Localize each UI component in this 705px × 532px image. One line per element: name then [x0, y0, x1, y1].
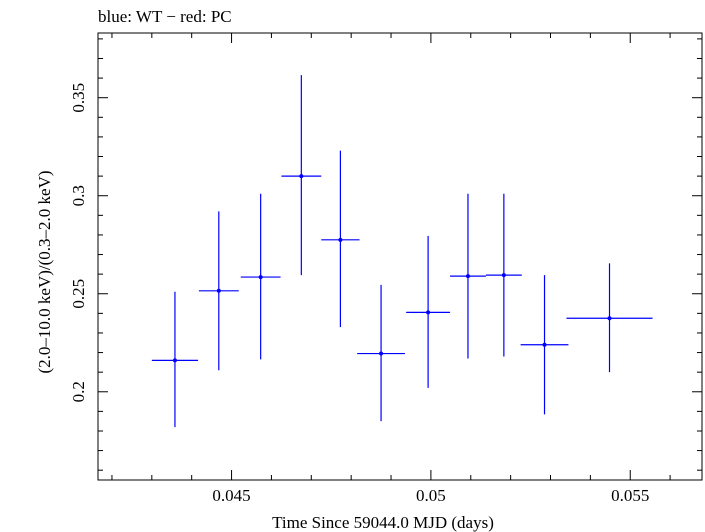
data-point: [485, 193, 522, 357]
y-tick-label: 0.3: [69, 185, 88, 206]
x-tick-label: 0.045: [212, 486, 250, 505]
point-marker: [542, 342, 547, 347]
x-tick-label: 0.055: [611, 486, 649, 505]
x-axis-label: Time Since 59044.0 MJD (days): [272, 513, 494, 532]
y-axis-label: (2.0–10.0 keV)/(0.3–2.0 keV): [35, 170, 54, 373]
data-point: [406, 235, 451, 388]
data-point: [520, 275, 569, 415]
point-marker: [216, 288, 221, 293]
plot-frame: [97, 32, 703, 481]
point-marker: [338, 237, 343, 242]
y-tick-label: 0.2: [69, 381, 88, 402]
data-point: [321, 150, 360, 328]
data-point: [151, 291, 199, 428]
chart-title: blue: WT − red: PC: [98, 7, 232, 26]
point-marker: [258, 275, 263, 280]
axis-tick-labels: 0.045 0.05 0.055 0.2 0.25 0.3 0.35: [69, 83, 649, 505]
point-marker: [172, 358, 177, 363]
point-marker: [379, 351, 384, 356]
data-point: [240, 193, 281, 360]
point-marker: [607, 316, 612, 321]
point-marker: [299, 174, 304, 179]
data-point: [281, 75, 322, 276]
y-tick-label: 0.35: [69, 83, 88, 113]
y-tick-label: 0.25: [69, 279, 88, 309]
data-point: [450, 193, 486, 359]
data-point: [198, 211, 239, 371]
data-points: [151, 75, 653, 428]
point-marker: [465, 274, 470, 279]
data-point: [566, 263, 653, 373]
x-tick-label: 0.05: [416, 486, 446, 505]
axis-ticks: [98, 33, 702, 480]
point-marker: [426, 310, 431, 315]
point-marker: [501, 273, 506, 278]
data-point: [357, 284, 405, 422]
